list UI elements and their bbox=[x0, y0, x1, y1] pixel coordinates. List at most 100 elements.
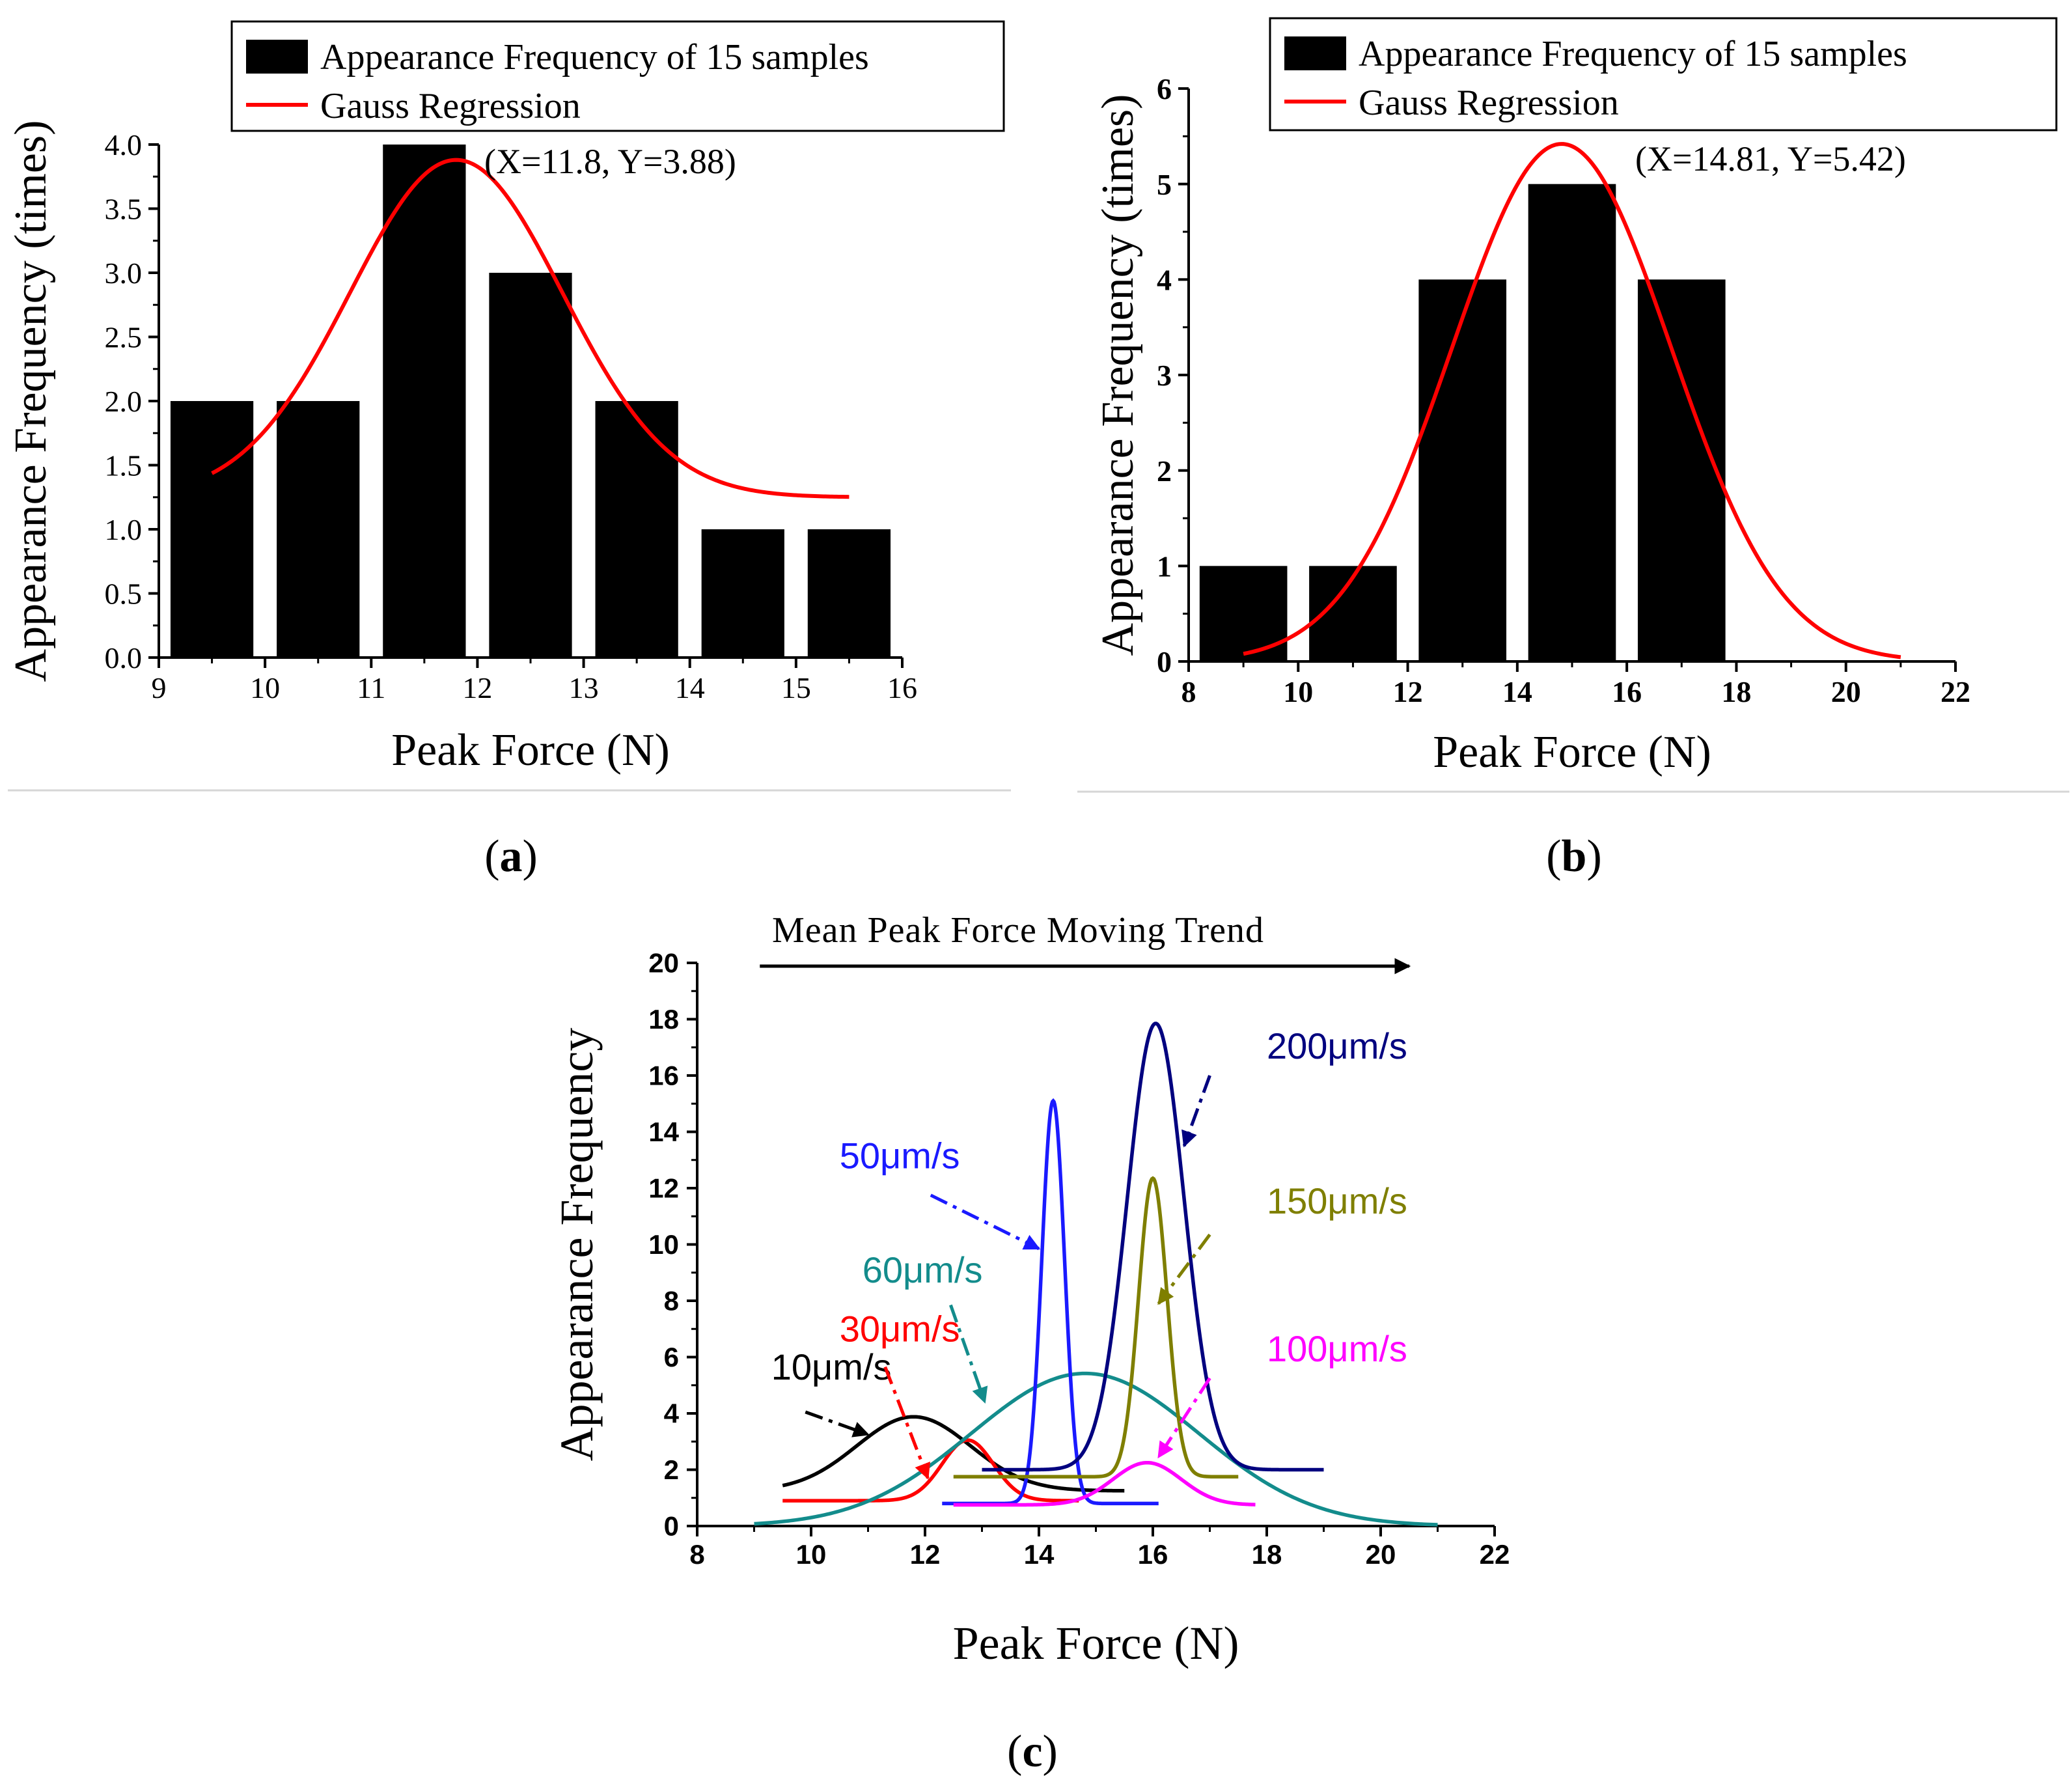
series-10um-s bbox=[782, 1415, 1125, 1493]
y-tick-label: 4 bbox=[1157, 263, 1172, 296]
x-tick-label: 16 bbox=[1612, 675, 1642, 708]
x-tick-label: 16 bbox=[887, 671, 917, 704]
x-tick-label: 22 bbox=[1941, 675, 1970, 708]
trend-title: Mean Peak Force Moving Trend bbox=[772, 910, 1264, 951]
y-tick-label: 6 bbox=[664, 1342, 679, 1372]
bar-1 bbox=[170, 401, 254, 658]
y-tick-label: 0.0 bbox=[105, 641, 143, 674]
annotation-label: 30μm/s bbox=[840, 1309, 960, 1350]
y-tick-label: 3.5 bbox=[105, 193, 143, 226]
y-axis-label: Appearance Frequency (times) bbox=[6, 120, 56, 682]
chart-b-bars: (X=14.81, Y=5.42) bbox=[1199, 139, 1906, 662]
y-tick-label: 18 bbox=[648, 1004, 679, 1034]
x-tick-label: 8 bbox=[689, 1539, 704, 1570]
y-tick-label: 2 bbox=[1157, 454, 1172, 488]
gauss-regression-curve bbox=[1243, 142, 1901, 659]
bar-4 bbox=[489, 273, 572, 658]
y-tick-label: 1.5 bbox=[105, 449, 143, 482]
annotation-arrow bbox=[1157, 1233, 1211, 1305]
x-tick-label: 22 bbox=[1480, 1539, 1510, 1570]
y-tick-label: 3 bbox=[1157, 359, 1172, 392]
annotation-label: 150μm/s bbox=[1267, 1180, 1407, 1221]
annotation-label: 10μm/s bbox=[771, 1346, 892, 1387]
x-tick-label: 14 bbox=[675, 671, 705, 704]
x-tick-label: 18 bbox=[1252, 1539, 1282, 1570]
x-tick-label: 14 bbox=[1502, 675, 1532, 708]
series-200um-s bbox=[982, 1021, 1324, 1472]
annotation-label: 100μm/s bbox=[1267, 1328, 1407, 1369]
x-tick-label: 15 bbox=[781, 671, 811, 704]
chart-c-axes: 8 10 12 14 16 18 20 22 0 2 4 6 8 10 12 14 16 18 20 Peak For… bbox=[551, 948, 1510, 1669]
bar-5 bbox=[1637, 279, 1726, 661]
series-100um-s bbox=[953, 1460, 1256, 1507]
x-tick-label: 9 bbox=[152, 671, 167, 704]
y-tick-label: 4 bbox=[664, 1398, 680, 1429]
legend-entry-bars: Appearance Frequency of 15 samples bbox=[320, 37, 869, 77]
legend-box bbox=[1269, 17, 2058, 132]
peak-annotation: (X=14.81, Y=5.42) bbox=[1635, 139, 1906, 178]
x-axis-label: Peak Force (N) bbox=[391, 725, 670, 775]
annotation-arrow bbox=[1157, 1377, 1211, 1459]
bar-3 bbox=[1418, 279, 1507, 661]
y-tick-label: 3.0 bbox=[105, 257, 143, 290]
y-tick-label: 1 bbox=[1157, 549, 1172, 583]
figure-label-a: (a) bbox=[484, 831, 538, 882]
legend-box bbox=[230, 20, 1005, 132]
y-tick-label: 10 bbox=[648, 1229, 679, 1260]
y-tick-label: 6 bbox=[1157, 72, 1172, 105]
bar-2 bbox=[277, 401, 360, 658]
y-tick-label: 16 bbox=[648, 1061, 679, 1091]
y-tick-label: 0.5 bbox=[105, 577, 143, 611]
y-tick-label: 0 bbox=[664, 1511, 679, 1542]
peak-annotation: (X=11.8, Y=3.88) bbox=[484, 142, 736, 181]
y-tick-label: 14 bbox=[648, 1117, 679, 1147]
series-150um-s bbox=[953, 1176, 1239, 1479]
bar-6 bbox=[701, 529, 784, 658]
chart-a-legend: Appearance Frequency of 15 samples Gauss … bbox=[230, 20, 1005, 132]
x-tick-label: 16 bbox=[1138, 1539, 1168, 1570]
y-axis-label: Appearance Frequency bbox=[551, 1028, 603, 1462]
bar-1 bbox=[1199, 566, 1288, 661]
chart-c-series bbox=[754, 1021, 1438, 1527]
x-tick-label: 10 bbox=[1283, 675, 1313, 708]
y-axis-label: Appearance Frequency (times) bbox=[1093, 94, 1143, 656]
annotation-label: 200μm/s bbox=[1267, 1025, 1407, 1066]
series-30um-s bbox=[782, 1438, 1079, 1503]
x-tick-label: 8 bbox=[1181, 675, 1196, 708]
legend-entry-bars: Appearance Frequency of 15 samples bbox=[1359, 34, 1907, 74]
annotation-arrow bbox=[1181, 1075, 1211, 1148]
x-tick-label: 10 bbox=[250, 671, 280, 704]
x-tick-label: 14 bbox=[1024, 1539, 1055, 1570]
y-tick-label: 1.0 bbox=[105, 513, 143, 546]
legend-entry-gauss: Gauss Regression bbox=[320, 86, 581, 126]
y-tick-label: 20 bbox=[648, 948, 679, 979]
legend-bar-swatch bbox=[1284, 36, 1346, 70]
bar-5 bbox=[595, 401, 678, 658]
annotation-arrow bbox=[930, 1193, 1041, 1251]
annotation-label: 50μm/s bbox=[840, 1135, 960, 1176]
y-tick-label: 5 bbox=[1157, 168, 1172, 201]
x-tick-label: 12 bbox=[1393, 675, 1423, 708]
y-tick-label: 2.0 bbox=[105, 385, 143, 418]
y-tick-label: 2 bbox=[664, 1454, 679, 1485]
chart-a-bars: (X=11.8, Y=3.88) bbox=[170, 142, 891, 658]
figure-label-b: (b) bbox=[1546, 831, 1602, 882]
x-tick-label: 10 bbox=[796, 1539, 827, 1570]
annotation-arrow bbox=[949, 1304, 988, 1404]
x-axis-label: Peak Force (N) bbox=[953, 1617, 1239, 1669]
x-tick-label: 12 bbox=[910, 1539, 941, 1570]
y-tick-label: 4.0 bbox=[105, 128, 143, 161]
x-tick-label: 13 bbox=[569, 671, 599, 704]
x-tick-label: 18 bbox=[1721, 675, 1751, 708]
y-tick-label: 2.5 bbox=[105, 321, 143, 354]
x-tick-label: 20 bbox=[1366, 1539, 1396, 1570]
gauss-regression-curve bbox=[211, 158, 850, 499]
annotation-label: 60μm/s bbox=[863, 1249, 983, 1290]
legend-entry-gauss: Gauss Regression bbox=[1359, 83, 1619, 123]
annotation-arrow bbox=[805, 1410, 870, 1437]
bar-3 bbox=[383, 145, 466, 658]
series-60um-s bbox=[754, 1371, 1438, 1527]
